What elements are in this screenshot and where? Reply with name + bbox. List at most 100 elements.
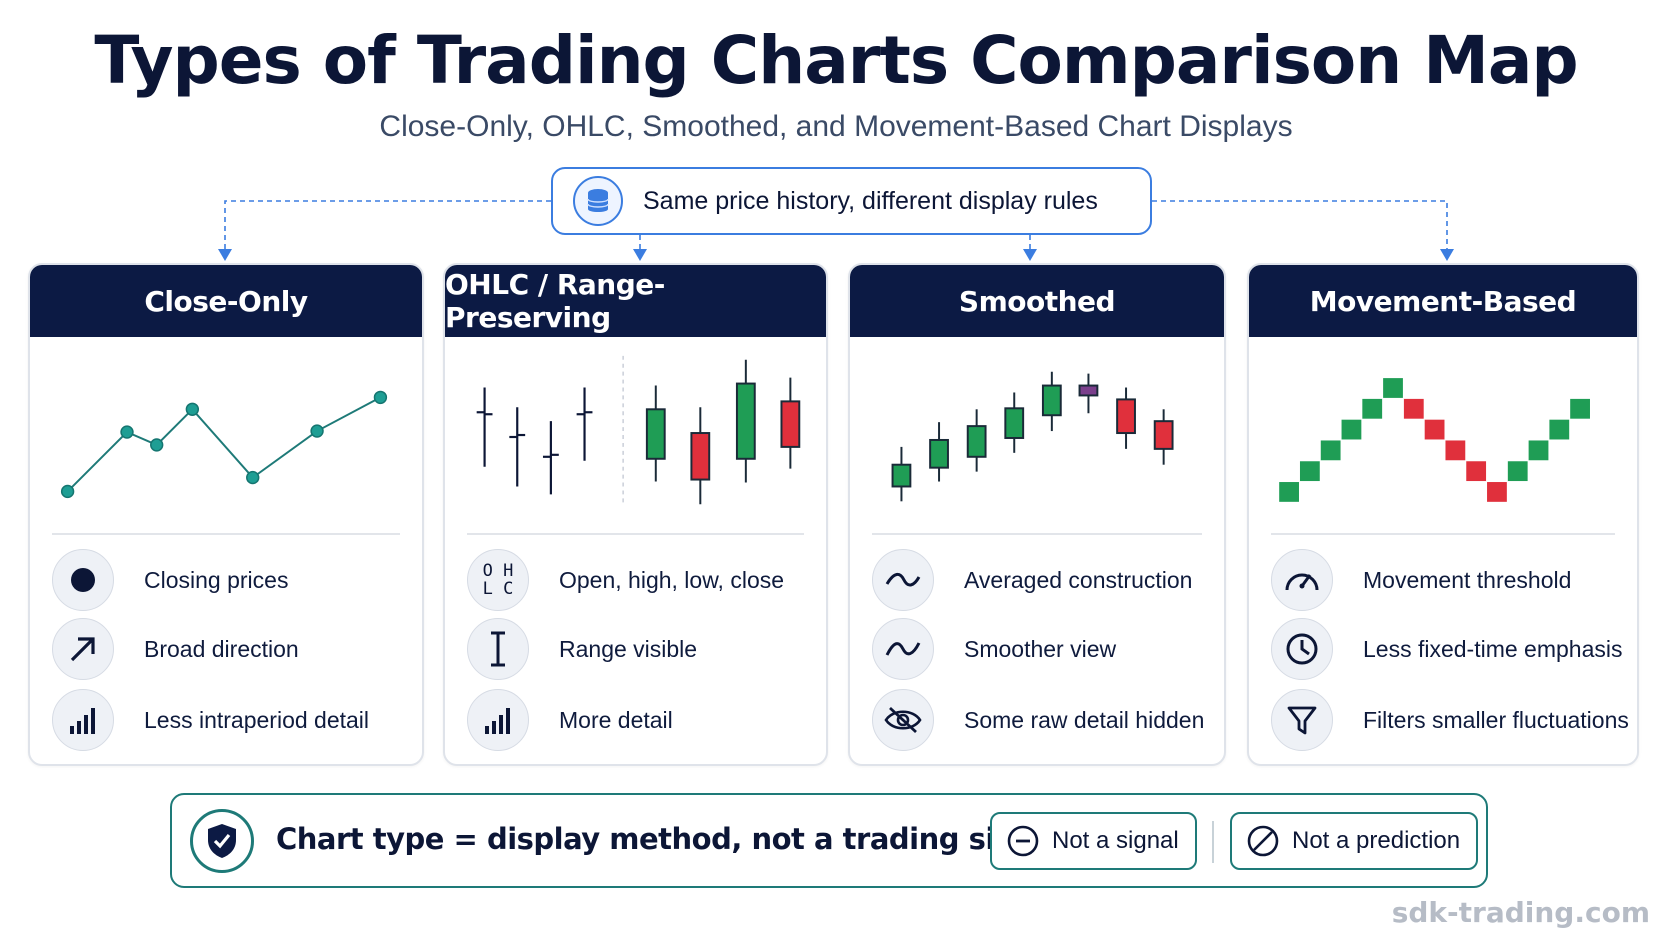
feature-label: Range visible bbox=[559, 635, 698, 662]
divider bbox=[1212, 821, 1214, 863]
brick-down bbox=[1423, 418, 1446, 441]
arrowhead bbox=[633, 249, 647, 261]
range-bracket-icon bbox=[467, 618, 529, 680]
candlestick-down bbox=[780, 377, 801, 469]
brick-up bbox=[1319, 439, 1342, 462]
page-title: Types of Trading Charts Comparison Map bbox=[94, 22, 1578, 99]
divider bbox=[1271, 533, 1615, 535]
feature-less-detail: Less intraperiod detail bbox=[52, 689, 370, 751]
brick-up bbox=[1278, 481, 1300, 503]
smoothed-candle-up bbox=[966, 409, 987, 472]
close-point bbox=[373, 390, 388, 405]
ohlc-bar-chart bbox=[476, 355, 801, 507]
card-ohlc: OHLC / Range-Preserving O H L C Open, hi… bbox=[443, 263, 828, 766]
close-point bbox=[60, 484, 75, 499]
ohlc-icon: O H L C bbox=[467, 549, 529, 611]
brick-up bbox=[1569, 397, 1591, 420]
smoothed-candle-up bbox=[929, 422, 949, 482]
divider bbox=[872, 533, 1202, 535]
pill-label: Not a signal bbox=[1052, 827, 1179, 854]
feature-label: Open, high, low, close bbox=[559, 566, 785, 593]
feature-label: Movement threshold bbox=[1363, 566, 1572, 593]
ohlc-bar bbox=[476, 387, 493, 467]
feature-label: Averaged construction bbox=[964, 566, 1193, 593]
database-icon bbox=[573, 176, 623, 226]
smoothed-candle-up bbox=[1041, 371, 1062, 432]
clock-icon bbox=[1271, 618, 1333, 680]
feature-label: Less intraperiod detail bbox=[144, 706, 370, 733]
feature-filters: Filters smaller fluctuations bbox=[1271, 689, 1629, 751]
page-subtitle: Close-Only, OHLC, Smoothed, and Movement… bbox=[379, 110, 1293, 143]
smoothed-candle-chart bbox=[891, 371, 1174, 502]
shield-check-icon bbox=[190, 809, 254, 873]
wave-icon bbox=[872, 618, 934, 680]
banner-text: Same price history, different display ru… bbox=[643, 186, 1098, 215]
feature-label: Closing prices bbox=[144, 566, 289, 593]
feature-range-visible: Range visible bbox=[467, 618, 698, 680]
feature-closing-prices: Closing prices bbox=[52, 549, 289, 611]
smoothed-candle-down bbox=[1116, 387, 1136, 449]
candlestick-up bbox=[645, 385, 666, 482]
smoothed-candle-up bbox=[1004, 392, 1025, 453]
feature-label: Smoother view bbox=[964, 635, 1117, 662]
candlestick-up bbox=[735, 359, 756, 483]
bar-signal-icon bbox=[52, 689, 114, 751]
brick-up bbox=[1361, 397, 1384, 420]
brick-up bbox=[1548, 418, 1571, 441]
brick-down bbox=[1486, 481, 1508, 503]
brick-up bbox=[1298, 460, 1321, 483]
connector-lines bbox=[218, 200, 1454, 261]
feature-detail-hidden: Some raw detail hidden bbox=[872, 689, 1205, 751]
dot-icon bbox=[52, 549, 114, 611]
watermark: sdk-trading.com bbox=[1391, 896, 1650, 929]
disclaimer-banner: Chart type = display method, not a tradi… bbox=[170, 793, 1488, 888]
prohibited-icon bbox=[1247, 825, 1279, 857]
disclaimer-text: Chart type = display method, not a tradi… bbox=[276, 822, 1064, 856]
connector-close-only bbox=[224, 200, 551, 252]
close-point bbox=[120, 425, 134, 439]
candlestick-down bbox=[690, 407, 711, 505]
feature-threshold: Movement threshold bbox=[1271, 549, 1572, 611]
gauge-icon bbox=[1271, 549, 1333, 611]
card-smoothed: Smoothed Averaged construction Smoother … bbox=[848, 263, 1226, 766]
shared-history-banner: Same price history, different display ru… bbox=[551, 167, 1152, 235]
feature-less-fixed-time: Less fixed-time emphasis bbox=[1271, 618, 1623, 680]
arrowhead bbox=[1023, 249, 1037, 261]
not-a-signal-pill: Not a signal bbox=[990, 812, 1197, 870]
close-point bbox=[310, 424, 324, 438]
bar-signal-icon bbox=[467, 689, 529, 751]
close-point bbox=[150, 438, 164, 452]
card-heading: Smoothed bbox=[850, 265, 1224, 337]
card-heading: Movement-Based bbox=[1249, 265, 1637, 337]
feature-label: Broad direction bbox=[144, 635, 299, 662]
brick-up bbox=[1382, 377, 1404, 399]
pill-label: Not a prediction bbox=[1292, 827, 1461, 854]
ohlc-bar bbox=[509, 407, 526, 487]
divider bbox=[467, 533, 804, 535]
smoothed-candle-doji bbox=[1078, 373, 1099, 414]
brick-down bbox=[1402, 397, 1425, 420]
brick-up bbox=[1506, 460, 1529, 483]
card-heading: OHLC / Range-Preserving bbox=[445, 265, 826, 337]
not-a-prediction-pill: Not a prediction bbox=[1230, 812, 1479, 870]
feature-broad-direction: Broad direction bbox=[52, 618, 299, 680]
ohlc-bar bbox=[576, 387, 593, 461]
brick-down bbox=[1444, 439, 1467, 462]
funnel-icon bbox=[1271, 689, 1333, 751]
close-only-line-chart bbox=[60, 390, 388, 499]
feature-averaged: Averaged construction bbox=[872, 549, 1193, 611]
eye-slash-icon bbox=[872, 689, 934, 751]
movement-brick-chart bbox=[1278, 377, 1591, 503]
arrow-up-right-icon bbox=[52, 618, 114, 680]
smoothed-candle-down bbox=[1153, 409, 1174, 465]
feature-label: Filters smaller fluctuations bbox=[1363, 706, 1629, 733]
feature-label: Less fixed-time emphasis bbox=[1363, 635, 1623, 662]
close-point bbox=[185, 402, 200, 416]
feature-label: Some raw detail hidden bbox=[964, 706, 1205, 733]
feature-more-detail: More detail bbox=[467, 689, 673, 751]
smoothed-candle-up bbox=[891, 446, 912, 502]
feature-label: More detail bbox=[559, 706, 673, 733]
ohlc-bar bbox=[542, 421, 559, 495]
card-movement-based: Movement-Based Mo bbox=[1247, 263, 1639, 766]
wave-icon bbox=[872, 549, 934, 611]
